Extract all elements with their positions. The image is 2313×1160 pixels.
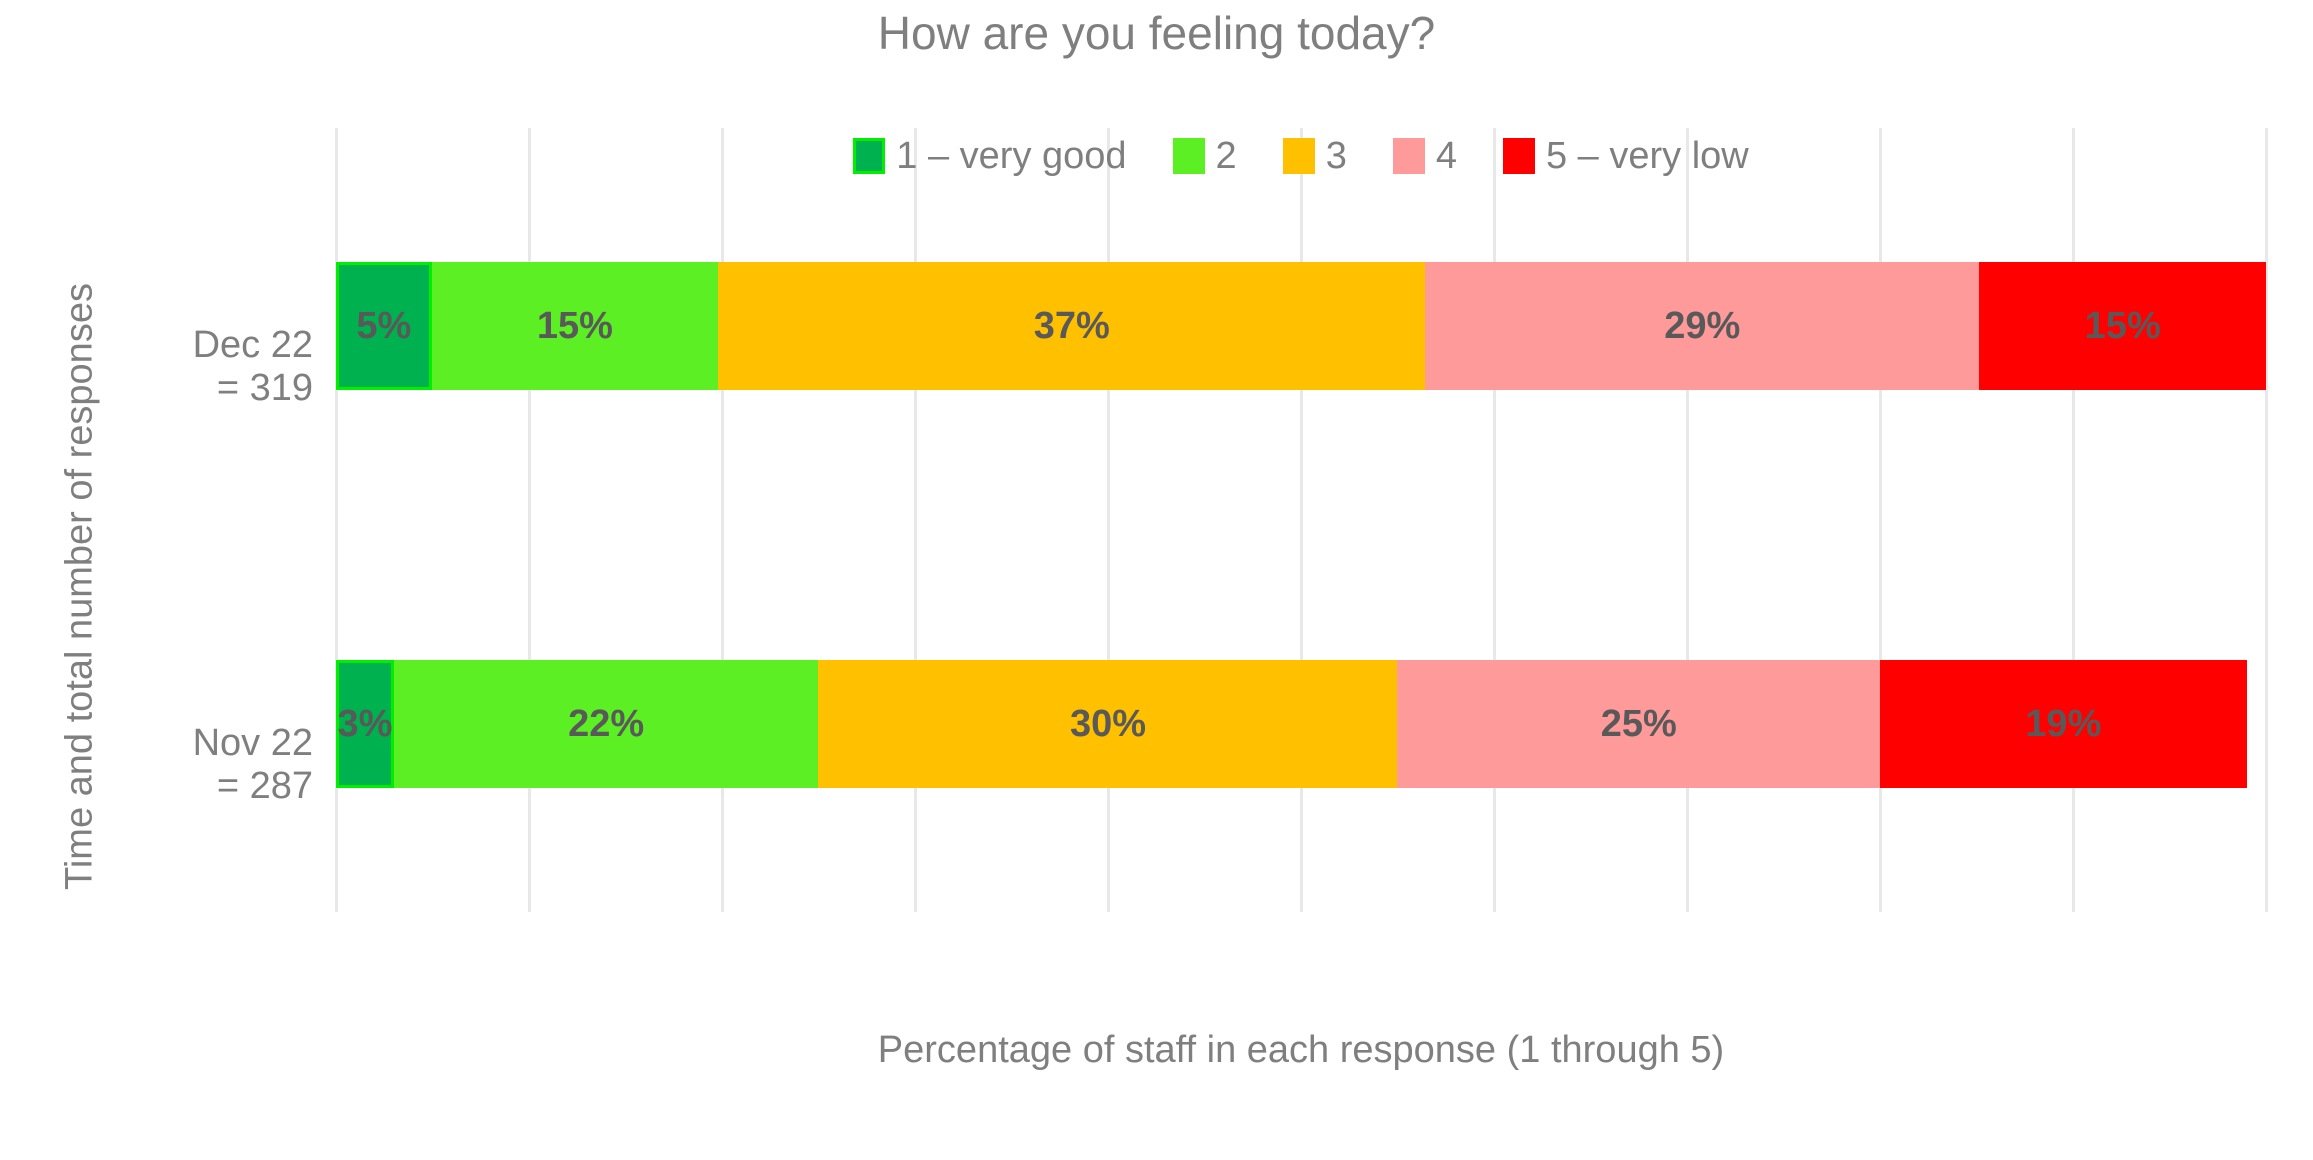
bar-segment[interactable]: 19% xyxy=(1879,660,2247,788)
legend-item[interactable]: 4 xyxy=(1392,135,1457,177)
legend-swatch-icon xyxy=(1502,138,1535,174)
bar-segment-label: 25% xyxy=(1600,702,1677,745)
bar-segment-label: 5% xyxy=(356,304,412,347)
bar-segment[interactable]: 30% xyxy=(818,660,1398,788)
gridline xyxy=(334,128,338,912)
legend-item-label: 2 xyxy=(1215,135,1237,177)
chart-legend: 1 – very good 2 3 4 5 – very low xyxy=(336,137,2266,175)
y-axis-tick-label-line: = 287 xyxy=(216,764,313,807)
legend-swatch-icon xyxy=(1172,138,1205,174)
plot-area: 1 – very good 2 3 4 5 – very low 5% 15% 37% 29%… xyxy=(334,128,2268,912)
y-axis-title: Time and total number of responses xyxy=(58,283,101,890)
gridline xyxy=(1878,128,1882,912)
gridline xyxy=(1685,128,1689,912)
bar-segment[interactable]: 22% xyxy=(393,660,819,788)
gridline xyxy=(720,128,724,912)
gridline xyxy=(527,128,531,912)
bar-row: 5% 15% 37% 29% 15% xyxy=(336,262,2267,390)
legend-item-label: 1 – very good xyxy=(896,135,1127,177)
legend-item[interactable]: 2 xyxy=(1172,135,1237,177)
gridline xyxy=(913,128,917,912)
y-axis-tick-label-line: Dec 22 xyxy=(192,324,313,366)
bar-row: 3% 22% 30% 25% 19% xyxy=(336,660,2266,788)
gridline xyxy=(2264,128,2268,912)
legend-swatch-icon xyxy=(1392,138,1425,174)
bar-segment-label: 3% xyxy=(337,702,393,745)
bar-segment-label: 30% xyxy=(1069,702,1147,745)
legend-item[interactable]: 3 xyxy=(1282,135,1347,177)
bar-segment[interactable]: 15% xyxy=(1979,262,2267,390)
bar-segment-label: 15% xyxy=(2084,304,2161,347)
chart-title: How are you feeling today? xyxy=(877,7,1436,59)
bar-segment-label: 19% xyxy=(2025,702,2102,745)
bar-segment-label: 15% xyxy=(536,304,613,347)
bar-segment[interactable]: 29% xyxy=(1425,262,1980,390)
gridline xyxy=(1106,128,1110,912)
legend-item-label: 3 xyxy=(1325,135,1347,177)
legend-item-label: 5 – very low xyxy=(1545,135,1749,177)
y-axis-tick-label-line: = 319 xyxy=(216,366,313,409)
gridline xyxy=(1299,128,1303,912)
gridlines xyxy=(334,128,2268,912)
legend-item[interactable]: 5 – very low xyxy=(1502,135,1749,177)
legend-item[interactable]: 1 – very good xyxy=(853,135,1127,177)
y-axis-tick-label: Nov 22 = 287 xyxy=(13,722,313,807)
legend-item-label: 4 xyxy=(1435,135,1457,177)
bar-segment-label: 29% xyxy=(1664,304,1741,347)
gridline xyxy=(1492,128,1496,912)
bar-segment-label: 37% xyxy=(1033,304,1110,347)
legend-swatch-icon xyxy=(1282,138,1315,174)
bar-segment[interactable]: 15% xyxy=(431,262,719,390)
bar-segment-label: 22% xyxy=(568,702,645,745)
x-axis-title: Percentage of staff in each response (1 … xyxy=(877,1029,1725,1071)
bar-segment[interactable]: 25% xyxy=(1397,660,1880,788)
bar-segment[interactable]: 37% xyxy=(718,262,1426,390)
y-axis-tick-label-line: Nov 22 xyxy=(192,722,313,764)
legend-swatch-icon xyxy=(853,138,886,174)
gridline xyxy=(2071,128,2075,912)
y-axis-tick-label: Dec 22 = 319 xyxy=(13,324,313,409)
bar-segment[interactable]: 5% xyxy=(336,262,432,390)
bar-segment[interactable]: 3% xyxy=(336,660,394,788)
